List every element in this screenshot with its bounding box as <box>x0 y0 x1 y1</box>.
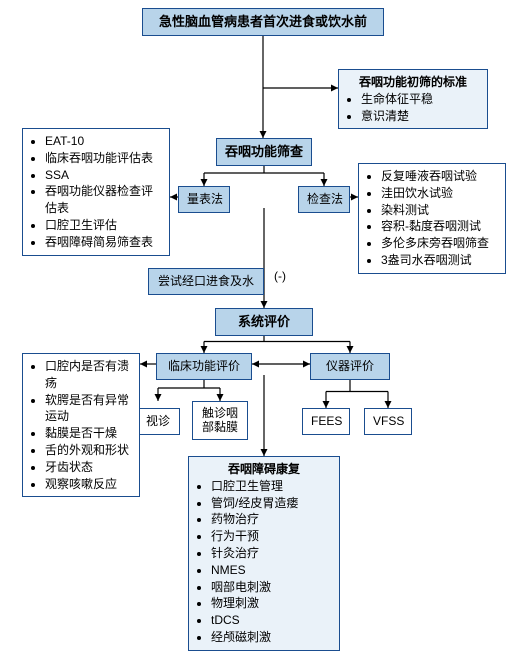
clinical-eval-label: 临床功能评价 <box>168 359 240 373</box>
palpate-label: 触诊咽部黏膜 <box>202 406 238 434</box>
scale-method-label: 量表法 <box>187 192 223 206</box>
instrument-eval-label: 仪器评价 <box>326 359 374 373</box>
exam-method-label: 检查法 <box>307 192 343 206</box>
list-item: 意识清楚 <box>361 108 479 125</box>
negative-text: (-) <box>274 269 286 283</box>
list-item: 临床吞咽功能评估表 <box>45 150 161 167</box>
rehab-title: 吞咽障碍康复 <box>197 461 331 478</box>
node-inspect: 视诊 <box>136 408 180 435</box>
list-item: 黏膜是否干燥 <box>45 425 131 442</box>
exam-items-list: 反复唾液吞咽试验洼田饮水试验染料测试容积-黏度吞咽测试多伦多床旁吞咽筛查3盎司水… <box>367 168 497 269</box>
node-criteria: 吞咽功能初筛的标准 生命体征平稳意识清楚 <box>338 69 488 129</box>
node-try-oral: 尝试经口进食及水 <box>148 268 264 295</box>
list-item: 3盎司水吞咽测试 <box>381 252 497 269</box>
node-vfss: VFSS <box>364 408 412 435</box>
list-item: 牙齿状态 <box>45 459 131 476</box>
list-item: NMES <box>211 562 331 579</box>
scale-items-list: EAT-10临床吞咽功能评估表SSA吞咽功能仪器检查评估表口腔卫生评估吞咽障碍简… <box>31 133 161 251</box>
list-item: 吞咽障碍简易筛查表 <box>45 234 161 251</box>
list-item: 口腔内是否有溃疡 <box>45 358 131 392</box>
list-item: tDCS <box>211 612 331 629</box>
list-item: 口腔卫生评估 <box>45 217 161 234</box>
node-exam-method: 检查法 <box>298 186 350 213</box>
node-palpate: 触诊咽部黏膜 <box>192 401 248 440</box>
node-scale-method: 量表法 <box>178 186 230 213</box>
list-item: 多伦多床旁吞咽筛查 <box>381 235 497 252</box>
clinical-detail-list: 口腔内是否有溃疡软腭是否有异常运动黏膜是否干燥舌的外观和形状牙齿状态观察咳嗽反应 <box>31 358 131 492</box>
list-item: 物理刺激 <box>211 595 331 612</box>
node-start: 急性脑血管病患者首次进食或饮水前 <box>142 8 384 36</box>
list-item: 软腭是否有异常运动 <box>45 392 131 426</box>
list-item: 观察咳嗽反应 <box>45 476 131 493</box>
node-screening: 吞咽功能筛查 <box>216 138 312 166</box>
list-item: 经颅磁刺激 <box>211 629 331 646</box>
list-item: 口腔卫生管理 <box>211 478 331 495</box>
vfss-label: VFSS <box>373 414 404 428</box>
list-item: 洼田饮水试验 <box>381 185 497 202</box>
flowchart-canvas: 急性脑血管病患者首次进食或饮水前 吞咽功能初筛的标准 生命体征平稳意识清楚 吞咽… <box>8 8 514 659</box>
node-instrument-eval: 仪器评价 <box>310 353 390 380</box>
list-item: 容积-黏度吞咽测试 <box>381 218 497 235</box>
rehab-list: 口腔卫生管理管饲/经皮胃造瘘药物治疗行为干预针灸治疗NMES咽部电刺激物理刺激t… <box>197 478 331 646</box>
node-fees: FEES <box>302 408 350 435</box>
system-eval-label: 系统评价 <box>238 314 290 329</box>
criteria-title: 吞咽功能初筛的标准 <box>347 74 479 91</box>
try-oral-label: 尝试经口进食及水 <box>158 274 254 288</box>
list-item: SSA <box>45 167 161 184</box>
criteria-list: 生命体征平稳意识清楚 <box>347 91 479 125</box>
list-item: 反复唾液吞咽试验 <box>381 168 497 185</box>
list-item: 管饲/经皮胃造瘘 <box>211 495 331 512</box>
node-clinical-detail: 口腔内是否有溃疡软腭是否有异常运动黏膜是否干燥舌的外观和形状牙齿状态观察咳嗽反应 <box>22 353 140 497</box>
node-system-eval: 系统评价 <box>215 308 313 336</box>
node-start-label: 急性脑血管病患者首次进食或饮水前 <box>159 14 367 29</box>
list-item: 生命体征平稳 <box>361 91 479 108</box>
list-item: 舌的外观和形状 <box>45 442 131 459</box>
node-screening-label: 吞咽功能筛查 <box>225 144 303 159</box>
list-item: 染料测试 <box>381 202 497 219</box>
node-rehab: 吞咽障碍康复 口腔卫生管理管饲/经皮胃造瘘药物治疗行为干预针灸治疗NMES咽部电… <box>188 456 340 651</box>
list-item: EAT-10 <box>45 133 161 150</box>
list-item: 咽部电刺激 <box>211 579 331 596</box>
list-item: 药物治疗 <box>211 511 331 528</box>
label-negative: (-) <box>274 268 286 285</box>
node-exam-items: 反复唾液吞咽试验洼田饮水试验染料测试容积-黏度吞咽测试多伦多床旁吞咽筛查3盎司水… <box>358 163 506 274</box>
fees-label: FEES <box>311 414 342 428</box>
node-clinical-eval: 临床功能评价 <box>156 353 252 380</box>
inspect-label: 视诊 <box>146 414 170 428</box>
list-item: 吞咽功能仪器检查评估表 <box>45 183 161 217</box>
node-scale-items: EAT-10临床吞咽功能评估表SSA吞咽功能仪器检查评估表口腔卫生评估吞咽障碍简… <box>22 128 170 256</box>
list-item: 针灸治疗 <box>211 545 331 562</box>
list-item: 行为干预 <box>211 528 331 545</box>
